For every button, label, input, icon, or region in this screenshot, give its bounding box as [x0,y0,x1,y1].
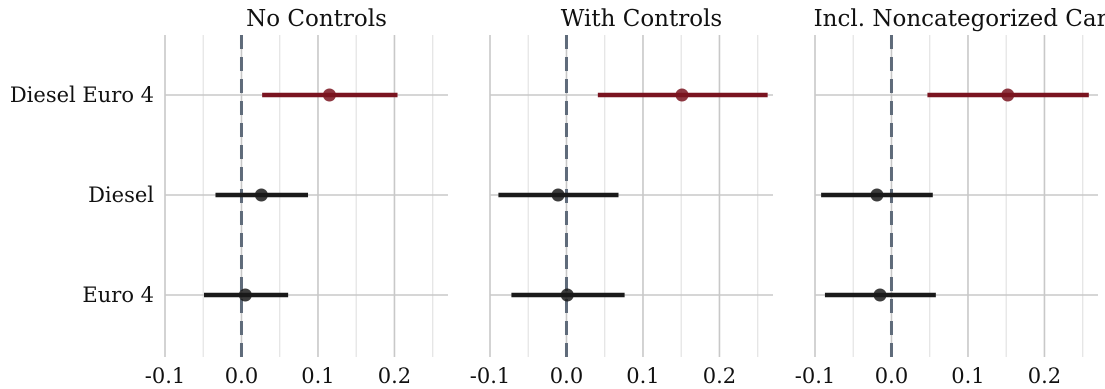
y-tick-label-euro-4: Euro 4 [82,283,154,307]
panel-title: With Controls [561,6,722,32]
estimate-point-diesel [870,188,884,202]
estimate-point-diesel-euro-4 [675,88,689,102]
x-tick-label: -0.1 [470,364,511,388]
chart-panels: -0.1 0.0 0.1 0.2 No Controls -0.1 0.0 0.1 0.2 Wit… [145,6,1105,388]
x-tick-label: 0.2 [378,364,411,388]
x-tick-label: 0.0 [875,364,908,388]
panel-incl-noncategorized-cars: -0.1 0.0 0.1 0.2 Incl. Noncategorized Cars [795,6,1105,388]
estimate-point-diesel [551,188,565,202]
estimate-point-diesel-euro-4 [322,88,336,102]
estimate-point-diesel [254,188,268,202]
panel-no-controls: -0.1 0.0 0.1 0.2 No Controls [145,6,448,388]
estimate-point-euro-4 [560,288,574,302]
estimate-point-euro-4 [238,288,252,302]
y-axis-labels: Diesel Euro 4 Diesel Euro 4 [10,83,154,307]
x-tick-label: 0.2 [703,364,736,388]
x-tick-label: 0.1 [951,364,984,388]
y-tick-label-diesel-euro-4: Diesel Euro 4 [10,83,154,107]
x-tick-label: 0.0 [225,364,258,388]
estimate-point-euro-4 [873,288,887,302]
estimate-point-diesel-euro-4 [1001,88,1015,102]
panel-with-controls: -0.1 0.0 0.1 0.2 With Controls [470,6,773,388]
x-tick-label: 0.2 [1028,364,1061,388]
x-tick-label: -0.1 [145,364,186,388]
y-tick-label-diesel: Diesel [88,183,154,207]
x-tick-label: 0.1 [626,364,659,388]
x-tick-label: -0.1 [795,364,836,388]
panel-title: Incl. Noncategorized Cars [814,6,1105,32]
x-tick-label: 0.1 [301,364,334,388]
x-tick-label: 0.0 [550,364,583,388]
panel-title: No Controls [246,6,387,32]
